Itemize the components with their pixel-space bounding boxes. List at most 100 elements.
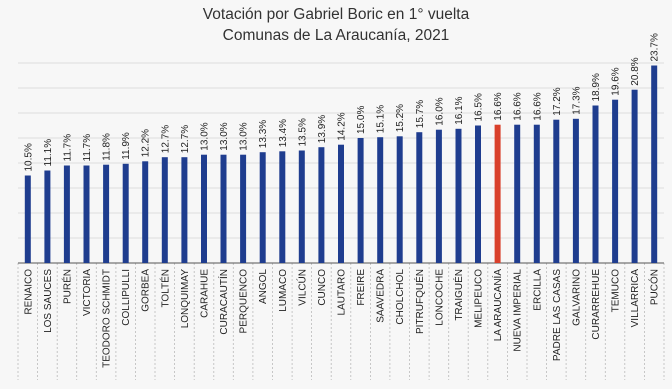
data-label: 14.2% (337, 112, 348, 140)
data-label: 15.1% (376, 105, 387, 133)
x-tick-label: PITRUFQUÉN (413, 269, 426, 334)
bar (572, 118, 579, 263)
x-tick-label: PUCÓN (648, 269, 661, 305)
data-label: 13.0% (219, 122, 230, 150)
data-labels: 10.5% 11.1% 11.7% 11.7% 11.8% 11.9% 12.2% 12.7%… (23, 33, 660, 171)
x-tick-label: ERCILLA (532, 269, 543, 311)
bar (122, 163, 129, 263)
bar (298, 150, 305, 263)
data-label: 17.2% (552, 87, 563, 115)
x-tick-label: TRAIGUÉN (452, 269, 465, 321)
bar (592, 105, 599, 263)
x-tick-label: SAAVEDRA (376, 269, 387, 323)
data-label: 12.7% (180, 125, 191, 153)
x-tick-label: LOS SAUCES (43, 269, 54, 333)
x-tick-label: MELIPEUCO (474, 269, 485, 328)
bar (279, 151, 286, 263)
bar (161, 157, 168, 263)
bar (377, 137, 384, 263)
data-label: 17.3% (571, 86, 582, 114)
data-label: 13.0% (239, 122, 250, 150)
bar (455, 128, 462, 263)
category-separators (17, 263, 665, 380)
bar (475, 125, 481, 263)
x-tick-label: NUEVA IMPERIAL (513, 269, 524, 352)
bar (44, 170, 51, 263)
bar (612, 99, 619, 263)
bar (318, 147, 325, 263)
data-label: 13.3% (258, 120, 269, 148)
data-label: 11.1% (43, 139, 54, 167)
chart-title: Votación por Gabriel Boric en 1° vuelta (202, 6, 470, 23)
bar (396, 136, 403, 263)
data-label: 11.8% (102, 133, 113, 161)
x-tick-label: GALVARINO (571, 269, 582, 326)
chart-subtitle: Comunas de La Araucanía, 2021 (222, 27, 450, 44)
x-tick-label: FREIRE (356, 269, 367, 306)
data-label: 19.6% (611, 67, 622, 95)
data-label: 13.9% (317, 115, 328, 143)
bar (142, 161, 149, 263)
bar (83, 165, 90, 263)
data-label: 16.6% (493, 92, 504, 120)
bar (240, 154, 247, 263)
bar (494, 124, 501, 263)
data-label: 15.2% (395, 104, 406, 132)
data-label: 13.5% (297, 118, 308, 146)
x-tick-label: VICTORIA (82, 269, 93, 316)
bar (435, 129, 442, 263)
data-label: 16.5% (474, 93, 485, 121)
data-label: 20.8% (630, 57, 641, 85)
bar (553, 119, 560, 263)
x-tick-label: LUMACO (278, 269, 289, 312)
data-label: 16.6% (532, 92, 543, 120)
x-tick-label: LA ARAUCANÍA (491, 269, 504, 342)
x-tick-label: CURARREHUE (591, 269, 602, 340)
x-tick-labels: RENAICO LOS SAUCES PURÉN VICTORIA TEODORO SC… (23, 269, 660, 368)
chart-title-block: Votación por Gabriel Boric en 1° vuelta … (0, 4, 672, 46)
bar (24, 175, 31, 263)
data-label: 13.0% (200, 122, 211, 150)
data-label: 23.7% (650, 33, 661, 61)
data-label: 15.0% (356, 106, 367, 134)
x-tick-label: VILCÚN (295, 269, 308, 306)
x-tick-label: TOLTÉN (158, 269, 171, 308)
bar (338, 144, 344, 263)
data-label: 12.2% (141, 129, 152, 157)
x-tick-label: CARAHUE (200, 269, 211, 318)
bar (533, 124, 540, 263)
bar (514, 124, 521, 263)
data-label: 16.6% (513, 92, 524, 120)
data-label: 11.9% (121, 132, 132, 160)
data-label: 13.4% (278, 119, 289, 147)
bar (201, 154, 207, 263)
x-tick-label: COLLIPULLI (121, 269, 132, 326)
data-label: 11.7% (82, 134, 93, 162)
x-tick-label: TEMUCO (611, 269, 622, 313)
bar (181, 157, 188, 263)
x-tick-label: CUNCO (317, 269, 328, 306)
bars (24, 65, 658, 263)
x-tick-label: LONQUIMAY (180, 269, 191, 329)
x-tick-label: ANGOL (258, 269, 269, 304)
bar (259, 152, 266, 263)
x-tick-label: TEODORO SCHMIDT (102, 269, 113, 368)
bar (631, 89, 638, 263)
bar (357, 138, 364, 263)
x-tick-label: GORBEA (141, 269, 152, 312)
x-tick-label: RENAICO (23, 269, 34, 315)
x-tick-label: LONCOCHE (434, 269, 445, 326)
x-tick-label: LAUTARO (337, 269, 348, 316)
x-tick-label: CURACAUTÍN (217, 269, 230, 335)
x-tick-label: VILLARRICA (630, 269, 641, 328)
data-label: 11.7% (62, 134, 73, 162)
data-label: 15.7% (415, 100, 426, 128)
bar (63, 165, 70, 263)
x-tick-label: CHOLCHOL (395, 269, 406, 325)
data-label: 18.9% (591, 73, 602, 101)
data-label: 10.5% (23, 143, 34, 171)
x-tick-label: PADRE LAS CASAS (552, 269, 563, 361)
x-tick-label: PERQUENCO (239, 269, 250, 334)
